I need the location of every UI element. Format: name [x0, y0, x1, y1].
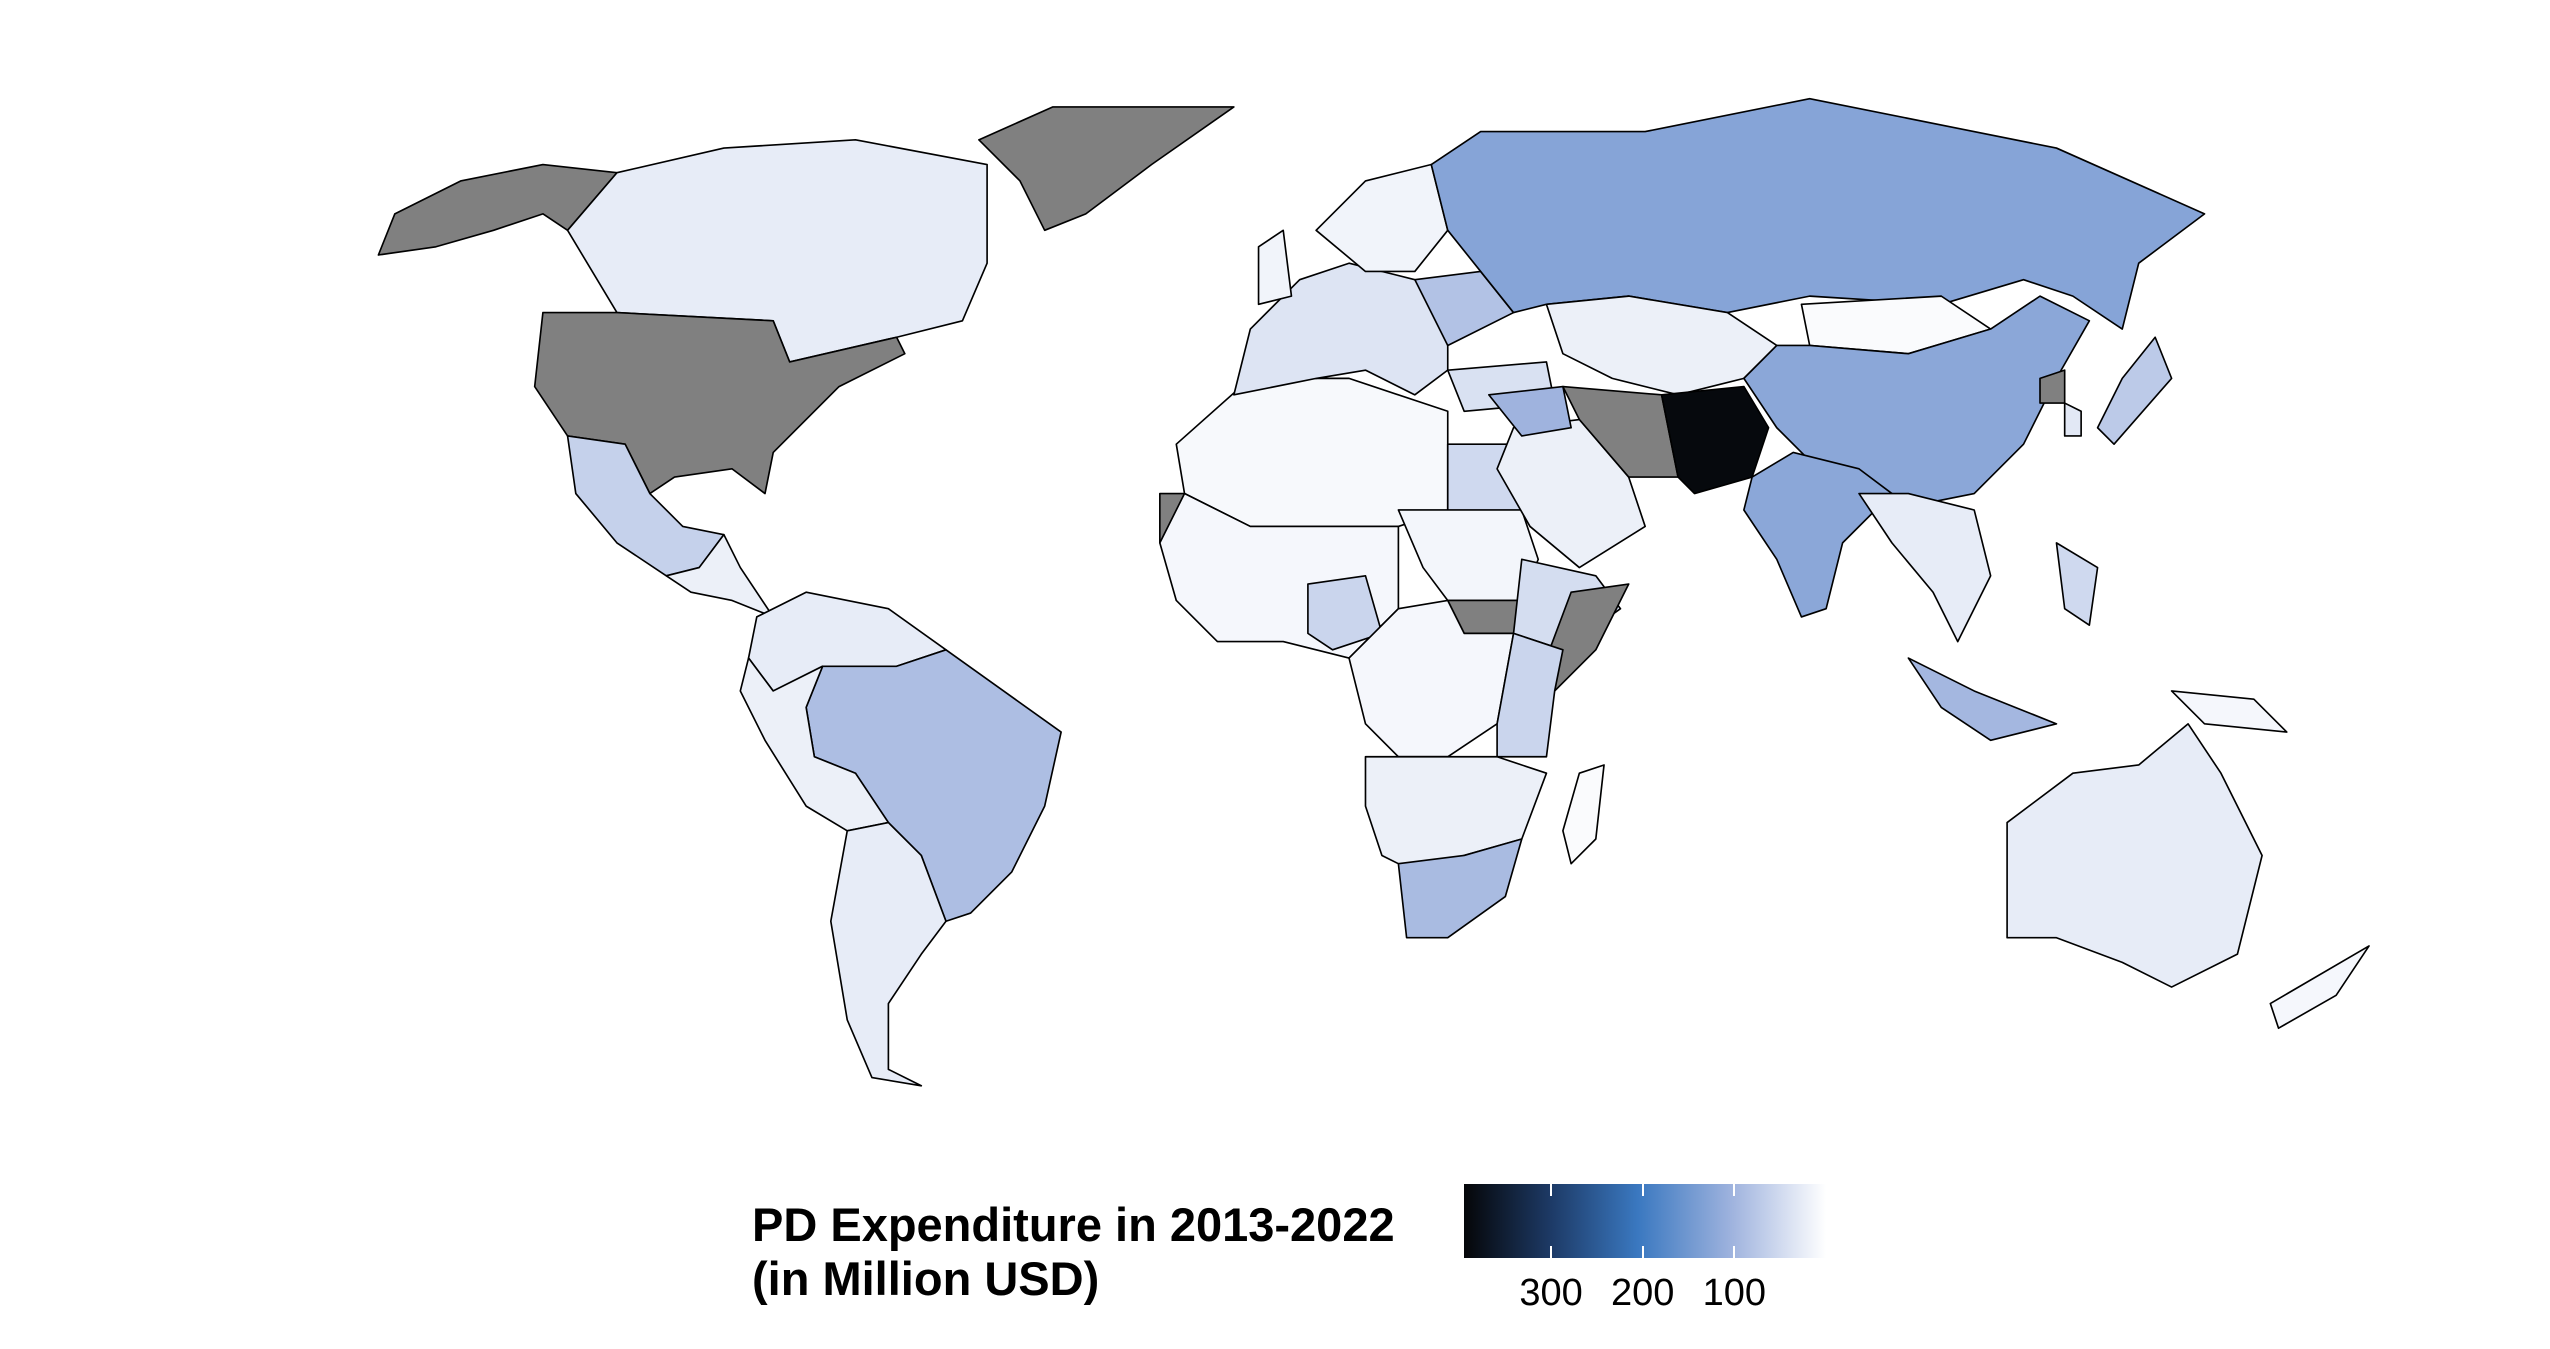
country-canada: [566, 139, 988, 363]
country-australia: [2006, 723, 2263, 988]
country-philippines: [2055, 542, 2099, 626]
legend-title-line2: (in Million USD): [752, 1252, 1100, 1305]
country-alaska-usa: [377, 163, 618, 256]
country-scandinavia: [1315, 163, 1449, 273]
country-south-korea: [2063, 402, 2082, 437]
country-greenland: [978, 106, 1235, 232]
legend-title-line1: PD Expenditure in 2013-2022: [752, 1198, 1395, 1251]
country-indonesia: [1907, 657, 2058, 742]
legend-tick-mark: [1733, 1184, 1736, 1196]
legend-colorbar: [1464, 1184, 1826, 1258]
legend-tick-mark: [1733, 1246, 1736, 1258]
country-sudan: [1397, 509, 1540, 602]
country-southeast-asia: [1858, 492, 1992, 643]
legend-tick-mark: [1550, 1184, 1553, 1196]
legend-tick-mark: [1550, 1246, 1553, 1258]
country-south-africa: [1397, 838, 1523, 939]
country-southern-africa: [1364, 755, 1548, 873]
legend-tick-mark: [1641, 1184, 1644, 1196]
country-nigeria: [1307, 574, 1383, 651]
legend-tick-label: 300: [1519, 1272, 1583, 1314]
country-iraq-syria: [1488, 385, 1572, 437]
country-southern-cone: [829, 821, 947, 1087]
country-andean-countries: [739, 657, 890, 832]
country-russia: [1430, 97, 2206, 330]
country-new-zealand: [2269, 945, 2370, 1030]
country-madagascar: [1562, 764, 1605, 865]
country-north-africa: [1175, 377, 1449, 528]
country-papua-new-guinea: [2170, 690, 2288, 733]
country-united-kingdom: [1257, 229, 1293, 306]
country-india: [1743, 451, 1893, 618]
country-china: [1743, 295, 2091, 511]
country-central-asia: [1545, 295, 1778, 396]
country-iran: [1562, 385, 1679, 478]
country-east-africa: [1496, 632, 1564, 758]
legend-tick-label: 100: [1702, 1272, 1767, 1314]
country-japan: [2096, 336, 2173, 446]
country-central-america: [665, 533, 775, 618]
legend-tick-label: 200: [1611, 1272, 1675, 1314]
legend-tick-mark: [1641, 1246, 1644, 1258]
legend-title: PD Expenditure in 2013-2022 (in Million …: [752, 1198, 1395, 1306]
